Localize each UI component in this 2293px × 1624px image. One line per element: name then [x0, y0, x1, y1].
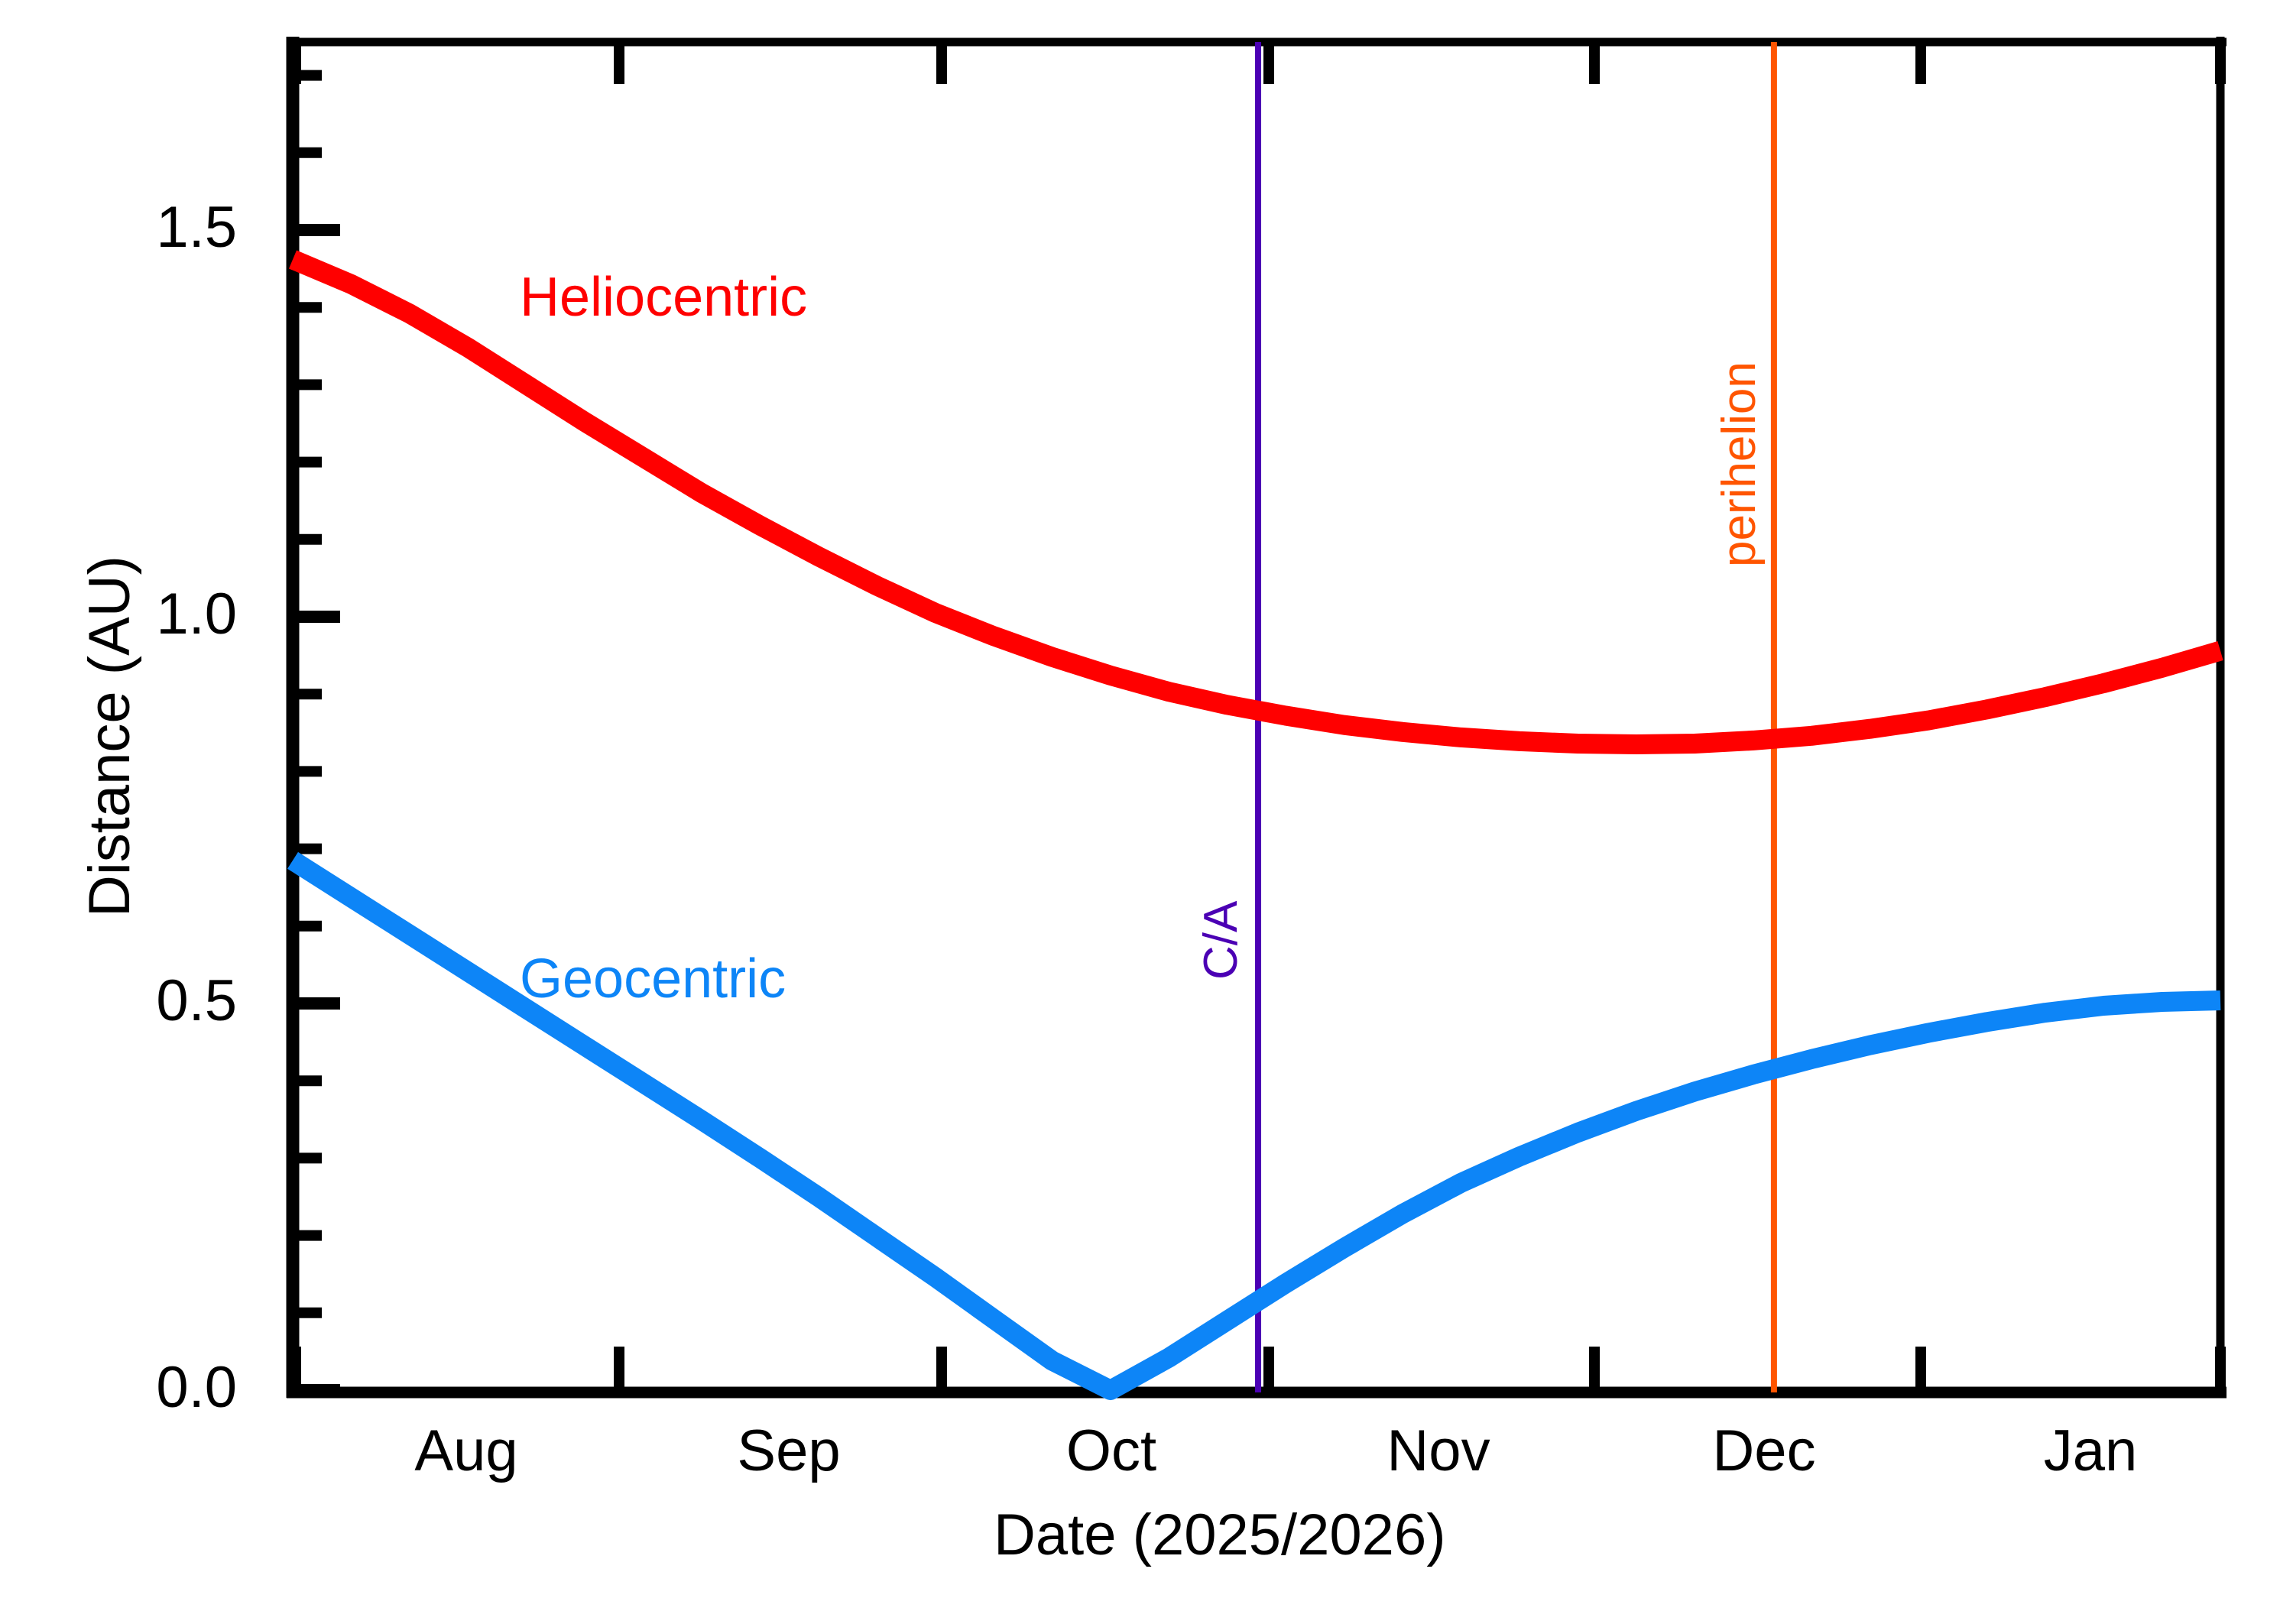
data-series-group [287, 250, 2223, 1400]
heliocentric-series-label: Heliocentric [520, 267, 808, 328]
y-tick-label-0-5: 0.5 [156, 968, 237, 1033]
x-tick-label-nov: Nov [1387, 1418, 1490, 1483]
x-tick-label-sep: Sep [737, 1418, 841, 1483]
y-tick-label-1-0: 1.0 [156, 582, 237, 647]
x-axis-ticks [290, 42, 2226, 1392]
y-tick-label-0-0: 0.0 [156, 1355, 237, 1420]
x-axis-title: Date (2025/2026) [994, 1502, 1446, 1567]
x-tick-label-oct: Oct [1065, 1418, 1157, 1483]
x-tick-label-aug: Aug [414, 1418, 518, 1483]
x-tick-label-jan: Jan [2043, 1418, 2138, 1483]
y-axis-title: Distance (AU) [77, 556, 142, 917]
closest-approach-label: C/A [1195, 900, 1247, 980]
x-tick-label-dec: Dec [1712, 1418, 1816, 1483]
y-tick-label-1-5: 1.5 [156, 195, 237, 260]
series-line-heliocentric [288, 250, 2223, 754]
geocentric-series-label: Geocentric [520, 948, 786, 1010]
series-line-geocentric [287, 851, 2221, 1400]
y-axis-ticks [293, 70, 340, 1396]
perihelion-label: perihelion [1713, 361, 1766, 567]
